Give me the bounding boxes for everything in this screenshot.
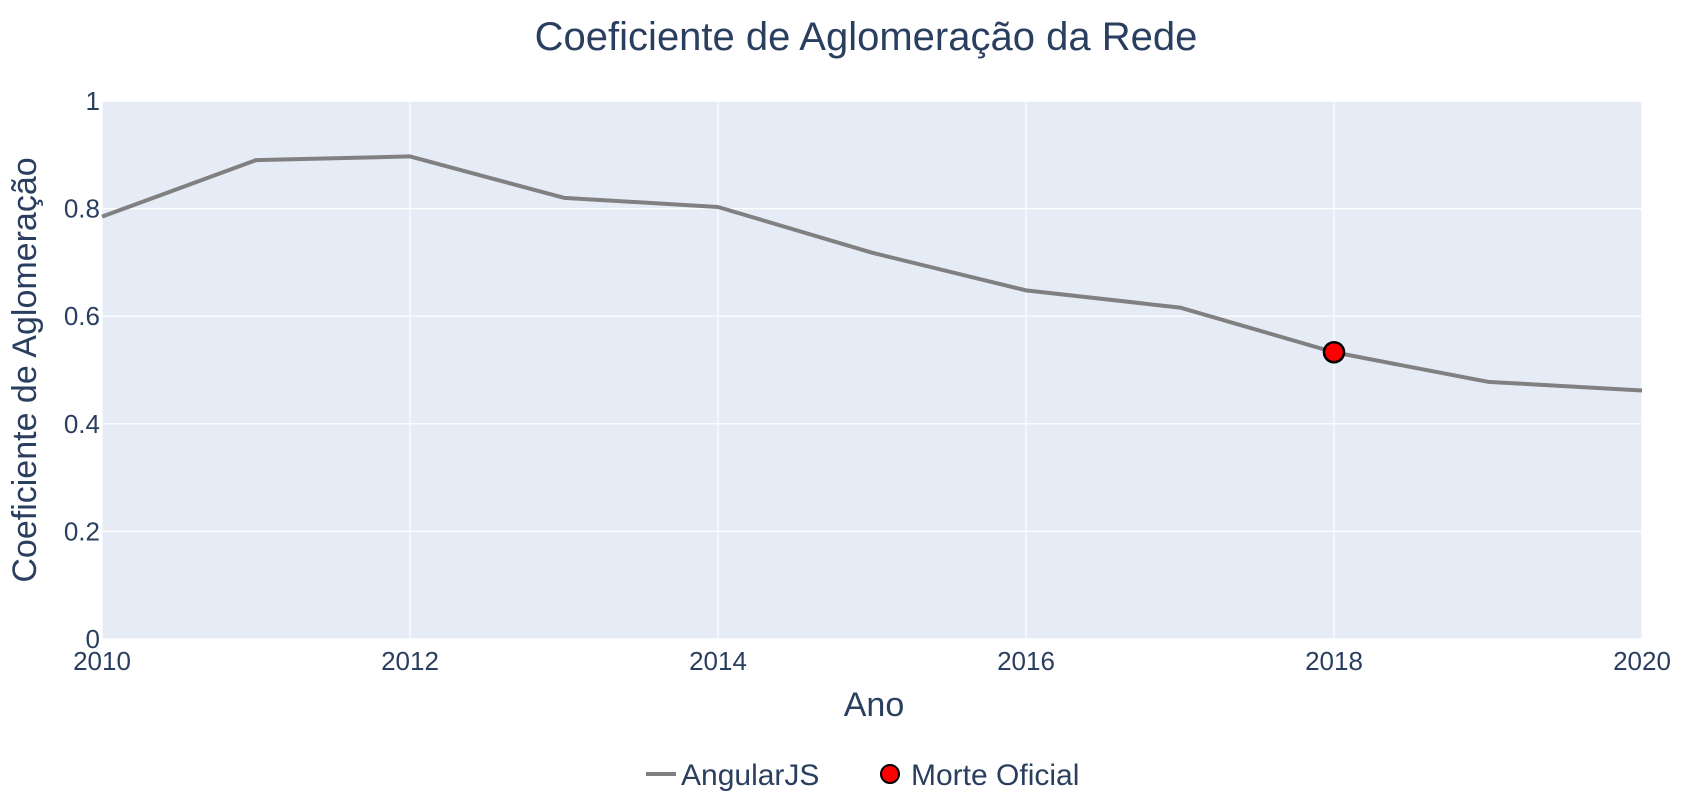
legend-marker-morte-oficial-swatch xyxy=(880,764,900,784)
y-tick-label: 0.6 xyxy=(64,301,100,331)
grid xyxy=(101,100,1643,640)
x-axis-title: Ano xyxy=(844,686,905,724)
y-tick-label: 0.2 xyxy=(64,516,100,546)
x-tick-label: 2020 xyxy=(1613,646,1671,676)
chart-title: Coeficiente de Aglomeração da Rede xyxy=(535,15,1198,59)
plot-background xyxy=(102,101,1642,639)
x-tick-label: 2014 xyxy=(689,646,747,676)
marker-morte-oficial xyxy=(1322,340,1346,364)
x-tick-label: 2010 xyxy=(73,646,131,676)
y-tick-label: 0 xyxy=(86,624,100,654)
y-tick-label: 0.4 xyxy=(64,409,100,439)
x-tick-label: 2016 xyxy=(997,646,1055,676)
series-line-angularjs xyxy=(101,154,1643,393)
y-tick-label: 1 xyxy=(86,86,100,116)
y-tick-label: 0.8 xyxy=(64,194,100,224)
y-axis-title: Coeficiente de Aglomeração xyxy=(6,157,44,582)
ticks: 2010 2012 2014 2016 2018 2020 0 0.2 0.4 0.6 0.8 1 xyxy=(64,86,1671,676)
x-tick-label: 2018 xyxy=(1305,646,1363,676)
legend-label-morte-oficial: Morte Oficial xyxy=(911,759,1079,792)
legend-label-angularjs: AngularJS xyxy=(681,759,819,792)
series-layer xyxy=(101,154,1643,393)
x-tick-label: 2012 xyxy=(381,646,439,676)
legend: AngularJS Morte Oficial xyxy=(646,759,1079,792)
